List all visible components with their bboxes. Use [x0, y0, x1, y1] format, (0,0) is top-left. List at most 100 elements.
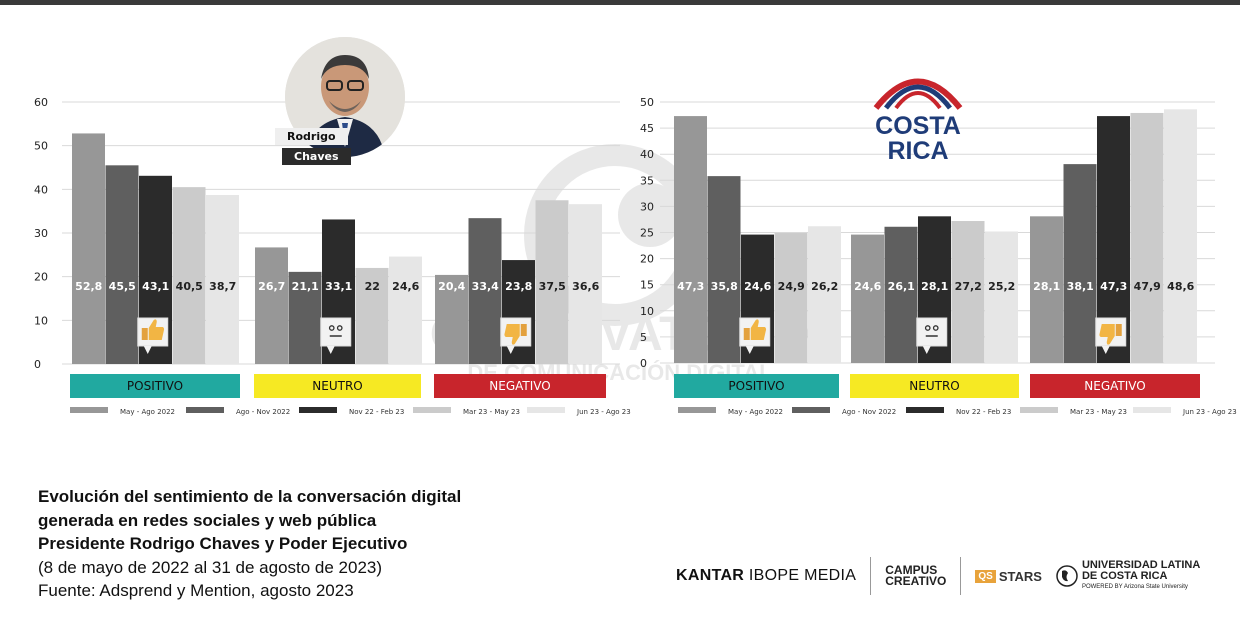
data-label: 25,2: [988, 280, 1015, 293]
legend-swatch: [1020, 407, 1058, 413]
y-tick-label: 15: [640, 279, 654, 292]
data-label: 40,5: [176, 280, 203, 293]
category-box-neutro: [850, 374, 1019, 398]
costa-rica-logo: COSTA RICA: [868, 70, 968, 164]
category-box-negativo: [1030, 374, 1200, 398]
bar-negativo-4: [569, 204, 602, 364]
bar-negativo-4: [1164, 109, 1197, 363]
category-label: POSITIVO: [728, 379, 784, 393]
y-tick-label: 0: [34, 358, 41, 371]
legend-swatch: [413, 407, 451, 413]
icon-bubble: [916, 317, 948, 347]
y-tick-label: 60: [34, 96, 48, 109]
legend-swatch: [678, 407, 716, 413]
thumb: [750, 319, 767, 340]
logo-divider: [960, 557, 962, 595]
icon-bubble-tail: [506, 346, 515, 354]
category-box-positivo: [70, 374, 240, 398]
neutral-face-icon: [916, 317, 948, 354]
bar-negativo-3: [535, 200, 569, 364]
y-tick-label: 45: [640, 122, 654, 135]
legend-label: Jun 23 - Ago 23: [1182, 408, 1237, 416]
eye-left: [924, 325, 931, 331]
logo-divider: [870, 557, 872, 595]
y-tick-label: 50: [640, 96, 654, 109]
costa-rica-logo-line1: COSTA: [875, 112, 961, 140]
bar-neutro-3: [355, 267, 389, 364]
y-tick-label: 30: [34, 227, 48, 240]
data-label: 21,1: [292, 280, 319, 293]
data-label: 24,6: [854, 280, 881, 293]
ulatina-text: UNIVERSIDAD LATINA DE COSTA RICA POWERED…: [1081, 558, 1201, 593]
category-label: NEUTRO: [312, 379, 362, 393]
data-label: 23,8: [505, 280, 532, 293]
data-label: 24,9: [778, 280, 805, 293]
legend-label: Jun 23 - Ago 23: [576, 408, 631, 416]
cuff: [1115, 324, 1122, 336]
campus-logo-line2: CREATIVO: [885, 574, 947, 588]
ulatina-line2: DE COSTA RICA: [1081, 569, 1168, 582]
legend-label: Nov 22 - Feb 23: [349, 408, 404, 416]
hand: [504, 324, 527, 345]
data-label: 52,8: [75, 280, 102, 293]
icon-bubble-tail: [745, 346, 754, 354]
bar-positivo-3: [774, 233, 808, 363]
sponsor-logos: KANTAR IBOPE MEDIA CAMPUS CREATIVO QS ST…: [676, 556, 1200, 596]
name-tag-last: Chaves: [282, 148, 351, 165]
hand: [141, 319, 165, 340]
y-tick-label: 5: [640, 331, 647, 344]
y-tick-label: 10: [34, 314, 48, 327]
name-tag-first: Rodrigo: [275, 128, 348, 145]
bar-negativo-1: [1063, 164, 1097, 363]
hand: [743, 319, 767, 340]
campus-creativo-logo: CAMPUS CREATIVO: [885, 564, 947, 588]
icon-bubble-tail: [1101, 346, 1110, 354]
thumb: [504, 324, 520, 345]
costa-rica-flag-arcs: [873, 78, 963, 110]
caption-date-range: (8 de mayo de 2022 al 31 de agosto de 20…: [38, 557, 383, 577]
legend-label: Nov 22 - Feb 23: [956, 408, 1011, 416]
legend-label: Mar 23 - May 23: [1070, 408, 1127, 416]
thumb: [1099, 324, 1115, 345]
thumbs-up-icon: [739, 317, 771, 354]
thumbs-down-icon: [500, 317, 532, 354]
legend-label: Ago - Nov 2022: [842, 408, 896, 416]
data-label: 38,7: [209, 280, 236, 293]
legend-label: Mar 23 - May 23: [463, 408, 520, 416]
data-label: 27,2: [955, 280, 982, 293]
data-label: 47,3: [1100, 280, 1127, 293]
legend-swatch: [527, 407, 565, 413]
bar-positivo-3: [172, 187, 206, 364]
category-box-positivo: [674, 374, 839, 398]
caption: Evolución del sentimiento de la conversa…: [38, 485, 558, 603]
icon-bubble-tail: [326, 346, 335, 354]
category-box-neutro: [254, 374, 421, 398]
y-tick-label: 50: [34, 140, 48, 153]
legend-swatch: [186, 407, 224, 413]
legend-label: May - Ago 2022: [120, 408, 175, 416]
qs-stars-logo: QS STARS: [975, 569, 1042, 584]
data-label: 35,8: [711, 280, 738, 293]
caption-source: Fuente: Adsprend y Mention, agosto 2023: [38, 581, 354, 600]
caption-title-line3: Presidente Rodrigo Chaves y Poder Ejecut…: [38, 534, 408, 553]
bar-neutro-4: [389, 256, 422, 364]
data-label: 37,5: [539, 280, 566, 293]
ulatina-line1: UNIVERSIDAD LATINA: [1081, 558, 1201, 571]
legend-swatch: [70, 407, 108, 413]
cuff: [743, 328, 750, 340]
bar-neutro-0: [851, 234, 884, 363]
bar-negativo-1: [468, 218, 502, 364]
bar-positivo-0: [674, 116, 707, 364]
y-tick-label: 40: [640, 148, 654, 161]
data-label: 33,1: [325, 280, 352, 293]
data-label: 38,1: [1067, 280, 1094, 293]
data-label: 26,7: [258, 280, 285, 293]
y-tick-label: 35: [640, 174, 654, 187]
bar-neutro-4: [985, 231, 1018, 363]
legend-label: Ago - Nov 2022: [236, 408, 290, 416]
y-tick-label: 0: [640, 357, 647, 370]
legend-swatch: [906, 407, 944, 413]
icon-bubble-tail: [922, 346, 931, 354]
data-label: 36,6: [572, 280, 599, 293]
